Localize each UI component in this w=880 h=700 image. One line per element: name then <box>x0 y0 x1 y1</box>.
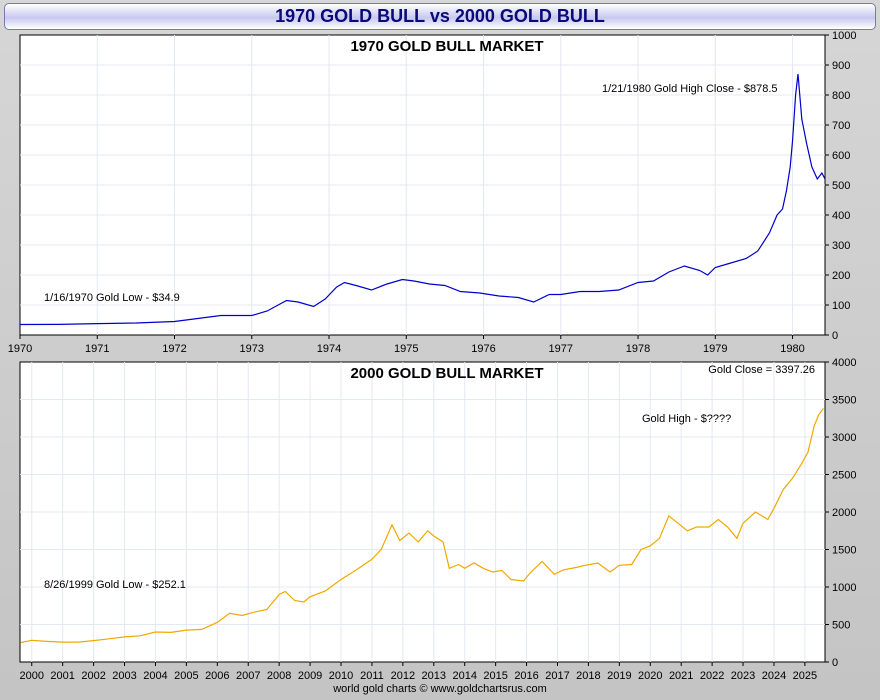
y-tick-label: 1000 <box>832 30 856 42</box>
x-tick-label: 2018 <box>576 670 600 682</box>
x-tick-label: 2002 <box>81 670 105 682</box>
panel-2000-y-ticks: 0 500 1000 1500 2000 2500 3000 3500 4000 <box>825 357 856 669</box>
y-tick-label: 0 <box>832 657 838 669</box>
y-tick-label: 1000 <box>832 582 856 594</box>
x-tick-label: 2022 <box>700 670 724 682</box>
x-tick-label: 1971 <box>85 343 109 355</box>
x-tick-label: 1980 <box>780 343 804 355</box>
y-tick-label: 700 <box>832 120 850 132</box>
y-tick-label: 200 <box>832 270 850 282</box>
annotation-1999-low: 8/26/1999 Gold Low - $252.1 <box>44 579 186 591</box>
panel-1970-y-ticks: 0 100 200 300 400 500 600 700 800 900 1000 <box>825 30 856 342</box>
series-2000-gold-line <box>20 408 824 644</box>
x-tick-label: 2015 <box>483 670 507 682</box>
x-tick-label: 1973 <box>240 343 264 355</box>
y-tick-label: 3000 <box>832 432 856 444</box>
panel-2000-grid <box>20 362 825 662</box>
x-tick-label: 2009 <box>298 670 322 682</box>
y-tick-label: 1500 <box>832 545 856 557</box>
y-tick-label: 500 <box>832 620 850 632</box>
y-tick-label: 4000 <box>832 357 856 369</box>
x-tick-label: 2003 <box>112 670 136 682</box>
x-tick-label: 2001 <box>50 670 74 682</box>
x-tick-label: 1975 <box>394 343 418 355</box>
x-tick-label: 2020 <box>638 670 662 682</box>
x-tick-label: 2025 <box>793 670 817 682</box>
x-tick-label: 2010 <box>329 670 353 682</box>
page-title: 1970 GOLD BULL vs 2000 GOLD BULL <box>4 3 876 30</box>
x-tick-label: 2012 <box>391 670 415 682</box>
annotation-1970-low: 1/16/1970 Gold Low - $34.9 <box>44 292 180 304</box>
x-tick-label: 1977 <box>549 343 573 355</box>
x-tick-label: 2021 <box>669 670 693 682</box>
x-tick-label: 2007 <box>236 670 260 682</box>
x-tick-label: 2008 <box>267 670 291 682</box>
annotation-gold-high: Gold High - $???? <box>642 413 731 425</box>
x-tick-label: 1976 <box>471 343 495 355</box>
y-tick-label: 100 <box>832 300 850 312</box>
x-tick-label: 2013 <box>422 670 446 682</box>
y-tick-label: 800 <box>832 90 850 102</box>
series-1970-gold-line <box>19 73 826 326</box>
y-tick-label: 3500 <box>832 395 856 407</box>
y-tick-label: 2500 <box>832 470 856 482</box>
footer-credit: world gold charts © www.goldchartsrus.co… <box>333 683 547 695</box>
y-tick-label: 900 <box>832 60 850 72</box>
panel-1970-grid <box>20 35 825 335</box>
x-tick-label: 2006 <box>205 670 229 682</box>
x-tick-label: 2005 <box>174 670 198 682</box>
x-tick-label: 2004 <box>143 670 167 682</box>
x-tick-label: 2000 <box>20 670 44 682</box>
annotation-gold-close: Gold Close = 3397.26 <box>708 364 815 376</box>
x-tick-label: 1979 <box>703 343 727 355</box>
x-tick-label: 2023 <box>731 670 755 682</box>
y-tick-label: 400 <box>832 210 850 222</box>
x-tick-label: 2019 <box>607 670 631 682</box>
y-tick-label: 2000 <box>832 507 856 519</box>
panel-2000-title: 2000 GOLD BULL MARKET <box>350 365 543 382</box>
x-tick-label: 2024 <box>762 670 786 682</box>
panel-2000-x-ticks: 2000 2001 2002 2003 2004 2005 2006 2007 2008 2009… <box>20 662 817 682</box>
x-tick-label: 1978 <box>626 343 650 355</box>
x-tick-label: 1972 <box>162 343 186 355</box>
y-tick-label: 0 <box>832 330 838 342</box>
y-tick-label: 600 <box>832 150 850 162</box>
x-tick-label: 2017 <box>545 670 569 682</box>
panel-1970-title: 1970 GOLD BULL MARKET <box>350 38 543 55</box>
x-tick-label: 1970 <box>8 343 32 355</box>
y-tick-label: 300 <box>832 240 850 252</box>
x-tick-label: 2011 <box>360 670 384 682</box>
annotation-1980-high: 1/21/1980 Gold High Close - $878.5 <box>602 83 778 95</box>
x-tick-label: 1974 <box>317 343 341 355</box>
panel-1970-x-ticks: 1970 1971 1972 1973 1974 1975 1976 1977 1978 1979… <box>8 335 805 355</box>
y-tick-label: 500 <box>832 180 850 192</box>
x-tick-label: 2014 <box>452 670 476 682</box>
x-tick-label: 2016 <box>514 670 538 682</box>
